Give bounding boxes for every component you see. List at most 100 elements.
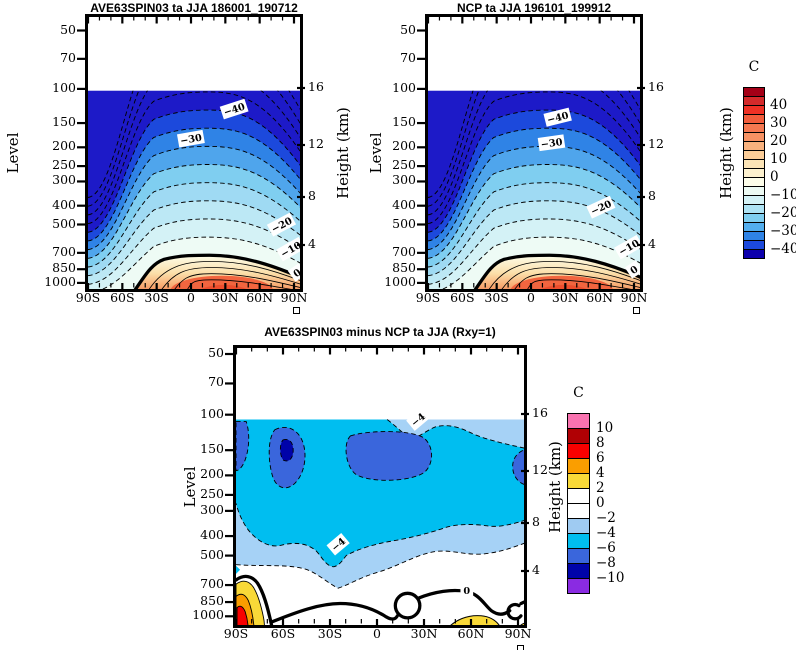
contour-label: 0	[624, 260, 640, 279]
level-tick-label: 50	[400, 21, 416, 37]
axis-ticks-model	[77, 17, 305, 291]
level-tick-label: 250	[392, 157, 416, 173]
height-tick-label: 4	[648, 236, 656, 251]
level-tick-label: 700	[52, 243, 76, 259]
colorbar-tick-label: 0	[770, 169, 779, 185]
level-tick-label: 100	[52, 79, 76, 95]
panel-ncp-title: NCP ta JJA 196101_199912	[456, 1, 612, 15]
corner-square-marker	[517, 645, 524, 650]
lat-tick-label: 30N	[211, 290, 239, 305]
level-tick-label: 300	[200, 501, 224, 517]
contour-label: −30	[176, 129, 205, 148]
lat-tick-label: 0	[373, 626, 381, 641]
svg-text:−40: −40	[546, 110, 570, 126]
level-tick-label: 500	[392, 215, 416, 231]
level-tick-label: 250	[200, 485, 224, 501]
level-tick-label: 70	[400, 49, 416, 65]
colorbar-tick-label: −30	[770, 223, 796, 239]
colorbar-tick-label: −10	[596, 570, 625, 586]
lat-tick-label: 90N	[504, 626, 532, 641]
temp-colorbar-cells	[743, 87, 765, 259]
colorbar-cell	[567, 428, 590, 444]
height-tick-label: 8	[308, 188, 316, 203]
lat-tick-label: 30S	[317, 626, 343, 641]
lat-tick-label: 30N	[410, 626, 438, 641]
panel-diff-title: AVE63SPIN03 minus NCP ta JJA (Rxy=1)	[264, 325, 496, 339]
level-tick-label: 250	[52, 157, 76, 173]
contour-field-ncp: −40−30−20−100	[428, 17, 640, 289]
height-tick-label: 12	[308, 136, 324, 151]
height-axis-title: Height (km)	[717, 107, 735, 199]
colorbar-unit-label: C	[748, 59, 760, 75]
svg-text:0: 0	[629, 264, 640, 277]
level-tick-label: 200	[200, 466, 224, 482]
height-tick-label: 4	[532, 562, 540, 577]
level-tick-label: 100	[392, 79, 416, 95]
level-tick-label: 1000	[44, 273, 76, 289]
colorbar-tick-label: 4	[596, 465, 605, 481]
level-tick-label: 1000	[192, 607, 224, 623]
height-tick-label: 12	[648, 136, 664, 151]
height-tick-label: 16	[308, 79, 324, 94]
level-tick-label: 150	[392, 114, 416, 130]
lat-tick-label: 0	[527, 290, 535, 305]
level-tick-label: 150	[200, 441, 224, 457]
level-tick-label: 150	[52, 114, 76, 130]
level-tick-label: 500	[52, 215, 76, 231]
lat-tick-label: 60S	[110, 290, 135, 305]
lat-tick-label: 30S	[484, 290, 509, 305]
height-tick-label: 16	[532, 405, 548, 420]
colorbar-cell	[567, 578, 590, 594]
colorbar-unit-label: C	[573, 385, 584, 401]
colorbar-tick-label: 30	[770, 115, 788, 131]
colorbar-cell	[567, 563, 590, 579]
level-tick-label: 700	[200, 576, 224, 592]
height-tick-label: 8	[648, 188, 656, 203]
height-axis-title: Height (km)	[546, 440, 564, 533]
axis-ticks-diff	[225, 348, 529, 627]
colorbar-cell	[567, 443, 590, 459]
svg-text:−30: −30	[179, 133, 203, 148]
axis-ticks-ncp	[417, 17, 645, 291]
level-tick-label: 200	[392, 138, 416, 154]
colorbar-tick-label: −6	[596, 540, 616, 556]
level-tick-label: 70	[60, 49, 76, 65]
height-tick-label: 16	[648, 79, 664, 94]
diff-colorbar-cells	[567, 413, 590, 594]
level-tick-label: 100	[200, 405, 224, 421]
colorbar-cell	[567, 548, 590, 564]
panel-model-title: AVE63SPIN03 ta JJA 186001_190712	[90, 1, 298, 15]
svg-text:0: 0	[292, 267, 300, 280]
contour-field-diff: −4−40	[236, 408, 524, 625]
level-tick-label: 400	[392, 196, 416, 212]
lat-tick-label: 60N	[457, 626, 485, 641]
colorbar-cell	[567, 503, 590, 519]
lat-tick-label: 0	[187, 290, 195, 305]
height-axis-title: Height (km)	[334, 107, 352, 199]
contour-label: −30	[537, 134, 566, 152]
colorbar-tick-label: 2	[596, 480, 605, 496]
level-tick-label: 300	[52, 172, 76, 188]
colorbar-tick-label: 10	[770, 151, 788, 167]
lat-tick-label: 60S	[270, 626, 296, 641]
panel-model: AVE63SPIN03 ta JJA 186001_190712 −40 −30−…	[4, 1, 352, 314]
svg-text:0: 0	[463, 586, 470, 597]
colorbar-tick-label: 10	[596, 420, 614, 436]
corner-square-marker	[633, 307, 640, 314]
lat-tick-label: 90S	[75, 290, 101, 305]
level-tick-label: 850	[392, 260, 416, 276]
lat-tick-label: 30N	[551, 290, 579, 305]
colorbar-tick-label: 8	[596, 435, 605, 451]
colorbar-tick-label: −40	[770, 241, 796, 257]
colorbar-tick-label: 40	[770, 97, 788, 113]
colorbar-tick-label: 0	[596, 495, 605, 511]
height-tick-label: 8	[532, 514, 540, 529]
contour-label: 0	[287, 263, 300, 282]
level-tick-label: 70	[208, 374, 224, 390]
lat-tick-label: 60S	[450, 290, 475, 305]
height-tick-label: 4	[308, 236, 316, 251]
colorbar-tick-label: −10	[770, 187, 796, 203]
level-tick-label: 300	[392, 172, 416, 188]
svg-text:−30: −30	[540, 137, 563, 151]
